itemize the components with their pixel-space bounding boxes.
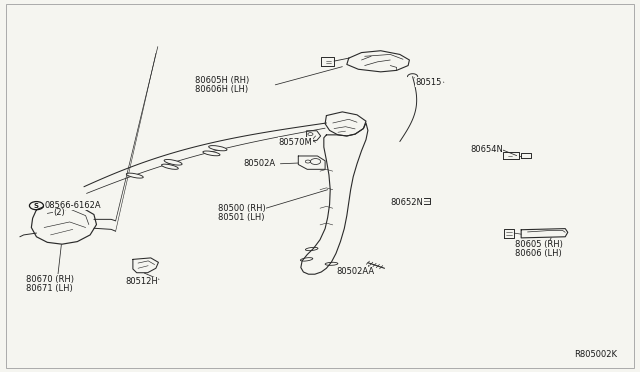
Polygon shape <box>321 57 334 65</box>
Polygon shape <box>412 198 430 204</box>
Ellipse shape <box>126 173 143 178</box>
Polygon shape <box>31 203 97 244</box>
Text: 80606 (LH): 80606 (LH) <box>515 249 561 258</box>
Ellipse shape <box>161 164 179 169</box>
Text: 80605 (RH): 80605 (RH) <box>515 240 563 249</box>
Text: 80512H: 80512H <box>125 277 158 286</box>
Ellipse shape <box>164 160 182 165</box>
Text: 80652N: 80652N <box>390 198 423 207</box>
Text: 80570M: 80570M <box>278 138 312 147</box>
Polygon shape <box>347 51 410 72</box>
Text: (2): (2) <box>53 208 65 217</box>
Polygon shape <box>504 229 514 237</box>
Text: 80515: 80515 <box>416 78 442 87</box>
Text: R805002K: R805002K <box>574 350 617 359</box>
Text: 80500 (RH): 80500 (RH) <box>218 204 266 213</box>
Text: 80605H (RH): 80605H (RH) <box>195 76 250 85</box>
Text: S: S <box>34 203 39 209</box>
Ellipse shape <box>203 151 220 156</box>
Text: 80502AA: 80502AA <box>336 267 374 276</box>
Polygon shape <box>502 152 519 159</box>
Text: 80606H (LH): 80606H (LH) <box>195 85 248 94</box>
Text: 80501 (LH): 80501 (LH) <box>218 213 264 222</box>
Polygon shape <box>298 156 325 169</box>
Text: 80502A: 80502A <box>243 159 275 168</box>
Text: 08566-6162A: 08566-6162A <box>44 201 100 210</box>
Polygon shape <box>133 258 159 273</box>
Polygon shape <box>520 153 531 158</box>
Polygon shape <box>521 229 568 238</box>
Text: 80670 (RH): 80670 (RH) <box>26 275 74 284</box>
Text: 80654N: 80654N <box>470 145 503 154</box>
Polygon shape <box>301 123 368 274</box>
Polygon shape <box>325 112 366 136</box>
Text: 80671 (LH): 80671 (LH) <box>26 284 73 293</box>
Ellipse shape <box>209 145 227 151</box>
